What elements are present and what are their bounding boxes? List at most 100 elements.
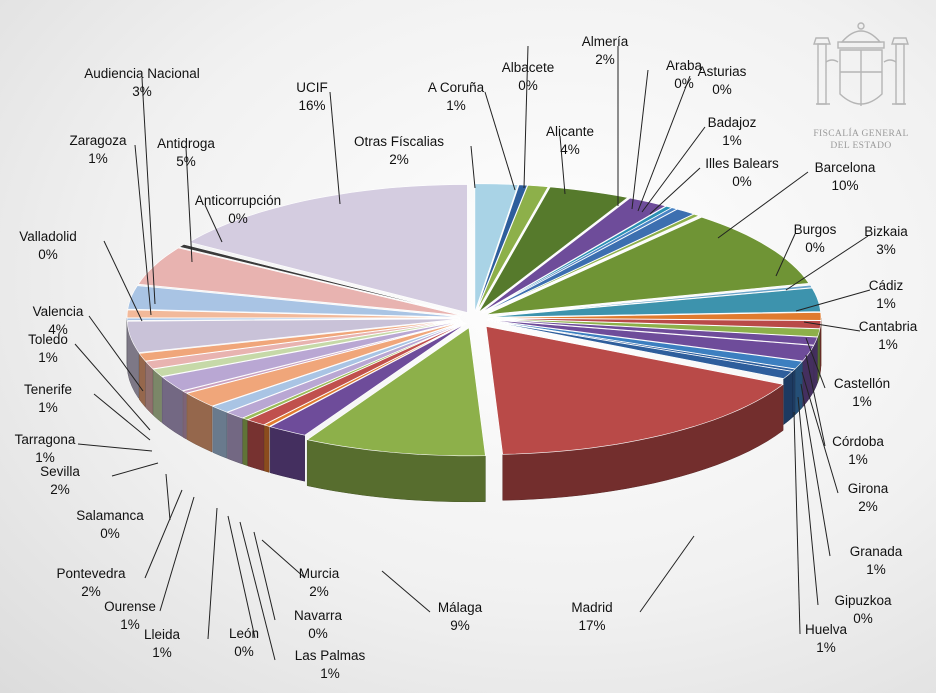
slice-percent-label: 3% <box>132 84 152 99</box>
slice-label: Las Palmas <box>295 648 366 663</box>
pie-slice-navarra <box>263 322 466 427</box>
slice-percent-label: 4% <box>560 142 580 157</box>
pie-slice-toledo <box>138 319 461 362</box>
slice-label: Málaga <box>438 600 483 615</box>
slice-percent-label: 10% <box>831 178 858 193</box>
slice-percent-label: 1% <box>878 337 898 352</box>
leader-line <box>111 462 159 477</box>
slice-label: Girona <box>848 481 889 496</box>
slice-percent-label: 0% <box>853 611 873 626</box>
slice-label: Córdoba <box>832 434 884 449</box>
pie-slice-murcia <box>269 323 467 436</box>
slice-percent-label: 0% <box>674 76 694 91</box>
slice-label: Gipuzkoa <box>834 593 892 608</box>
pie-slice-girona <box>487 319 815 362</box>
pie-slice-antidroga <box>137 247 462 316</box>
pie-slice-badajoz <box>482 208 695 314</box>
pie-slice-side <box>227 412 243 465</box>
pie-slice-tenerife <box>144 319 461 370</box>
emblem-line1: FISCALÍA GENERAL <box>813 127 908 139</box>
pie-slice-albacete <box>475 184 528 312</box>
slice-label: Murcia <box>299 566 340 581</box>
slice-label: Castellón <box>834 376 890 391</box>
pie-slice-illes-balears <box>482 213 700 314</box>
leader-line <box>797 396 819 606</box>
leader-line <box>144 489 183 579</box>
leader-line <box>800 383 831 557</box>
pie-slice-side <box>212 406 228 459</box>
pie-slice-lleida <box>226 322 465 419</box>
slice-percent-label: 0% <box>732 174 752 189</box>
leader-line <box>641 126 706 213</box>
pie-slice-málaga <box>306 327 486 457</box>
leader-line <box>639 535 695 613</box>
slice-percent-label: 1% <box>876 296 896 311</box>
leader-line <box>204 204 223 243</box>
slice-label: Albacete <box>502 60 555 75</box>
pie-slice-ucif <box>188 184 468 313</box>
slice-percent-label: 1% <box>88 151 108 166</box>
pie-slice-side <box>269 426 305 482</box>
pie-slice-side <box>152 368 162 423</box>
slice-percent-label: 1% <box>446 98 466 113</box>
slice-label: Burgos <box>794 222 837 237</box>
slice-percent-label: 2% <box>389 152 409 167</box>
slice-label: Huelva <box>805 622 848 637</box>
slice-percent-label: 1% <box>848 452 868 467</box>
slice-percent-label: 0% <box>518 78 538 93</box>
slice-label: Araba <box>666 58 703 73</box>
slice-percent-label: 2% <box>50 482 70 497</box>
leader-line <box>159 496 195 612</box>
leader-line <box>134 144 152 316</box>
leader-line <box>803 321 861 332</box>
slice-label: Almería <box>582 34 629 49</box>
slice-percent-label: 2% <box>81 584 101 599</box>
pie-slice-side <box>264 424 270 473</box>
slice-label: Pontevedra <box>56 566 126 581</box>
pie-slice-madrid <box>485 326 784 455</box>
leader-line <box>141 77 156 305</box>
leader-lines <box>74 45 871 661</box>
leader-line <box>523 45 529 189</box>
slice-label: Navarra <box>294 608 343 623</box>
slice-label: Salamanca <box>76 508 144 523</box>
slice-label: Badajoz <box>708 115 757 130</box>
slice-label: Zaragoza <box>69 133 127 148</box>
slice-label: Cádiz <box>869 278 904 293</box>
leader-line <box>207 507 218 640</box>
slice-label: Asturias <box>698 64 747 79</box>
leader-line <box>805 337 826 389</box>
pie-slice-almería <box>480 197 667 313</box>
slice-percent-label: 1% <box>320 666 340 681</box>
pie-slice-side <box>783 370 793 426</box>
leader-line <box>631 69 649 210</box>
leader-line <box>261 539 306 579</box>
pie-slice-side <box>242 417 248 467</box>
slice-percent-label: 0% <box>228 211 248 226</box>
slice-percent-label: 4% <box>48 322 68 337</box>
slice-percent-label: 1% <box>816 640 836 655</box>
slice-label: Otras Físcalias <box>354 134 444 149</box>
slice-label: Bizkaia <box>864 224 908 239</box>
slice-percent-label: 16% <box>298 98 325 113</box>
leader-line <box>329 91 341 205</box>
pie-slice-alicante <box>478 186 629 313</box>
slice-percent-label: 0% <box>234 644 254 659</box>
slice-percent-label: 1% <box>866 562 886 577</box>
slice-label: Audiencia Nacional <box>84 66 200 81</box>
leader-line <box>165 473 171 521</box>
leader-line <box>239 521 276 661</box>
leader-line <box>253 531 276 621</box>
pie-slice-side <box>182 390 187 440</box>
slice-percent-label: 0% <box>100 526 120 541</box>
leader-line <box>795 289 871 312</box>
slice-percent-label: 1% <box>38 400 58 415</box>
pie-slice-pontevedra <box>186 321 463 407</box>
pie-slice-asturias <box>481 207 678 314</box>
slice-label: Lleida <box>144 627 181 642</box>
slice-percent-label: 3% <box>876 242 896 257</box>
emblem-line2: DEL ESTADO <box>830 141 891 151</box>
leader-line <box>717 171 809 239</box>
fiscalia-emblem-logo: FISCALÍA GENERAL DEL ESTADO <box>813 22 909 151</box>
leader-line <box>74 343 151 431</box>
